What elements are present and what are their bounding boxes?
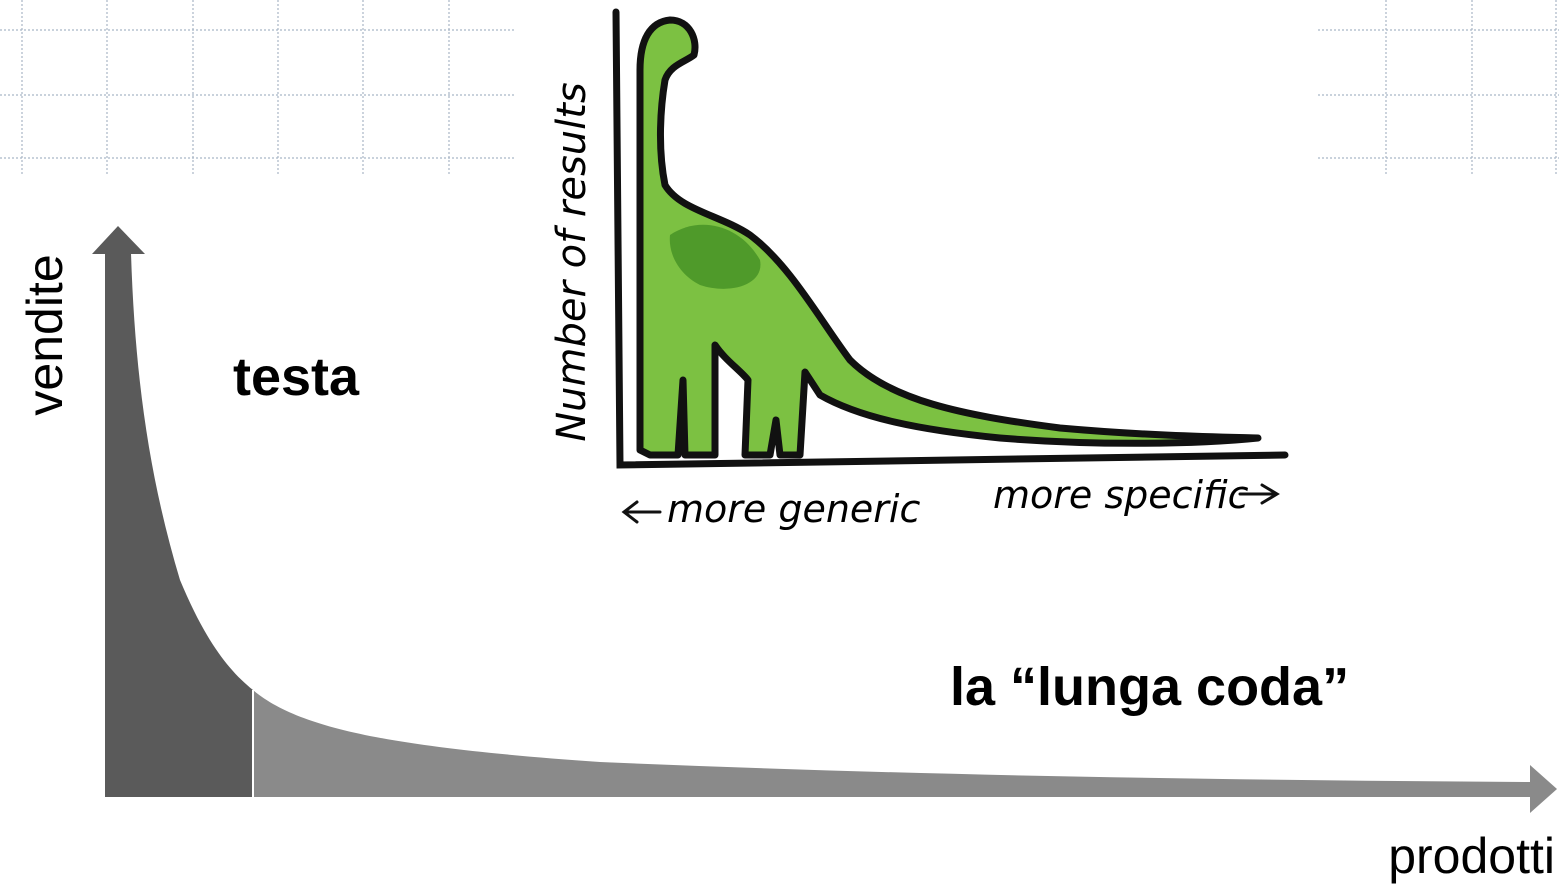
head-label: testa: [233, 347, 360, 407]
dinosaur-spots: [669, 224, 761, 289]
inset-y-label: Number of results: [549, 82, 595, 442]
y-arrowhead: [92, 226, 145, 254]
x-arrowhead: [1530, 765, 1557, 813]
dinosaur: [636, 16, 1262, 459]
inset-arrows: [621, 483, 1280, 524]
head-area: [105, 253, 253, 797]
inset-x-right: more specific: [993, 473, 1249, 517]
background-grid: [0, 0, 1559, 175]
x-axis-label: prodotti: [1388, 828, 1555, 884]
inset-x-left: more generic: [667, 487, 920, 531]
tail-area: [253, 690, 1532, 797]
y-axis-label: vendite: [17, 254, 73, 415]
tail-label: la “lunga coda”: [950, 657, 1349, 717]
inset: Number of results more generic more spec…: [549, 8, 1289, 531]
inset-axes: [612, 8, 1289, 469]
